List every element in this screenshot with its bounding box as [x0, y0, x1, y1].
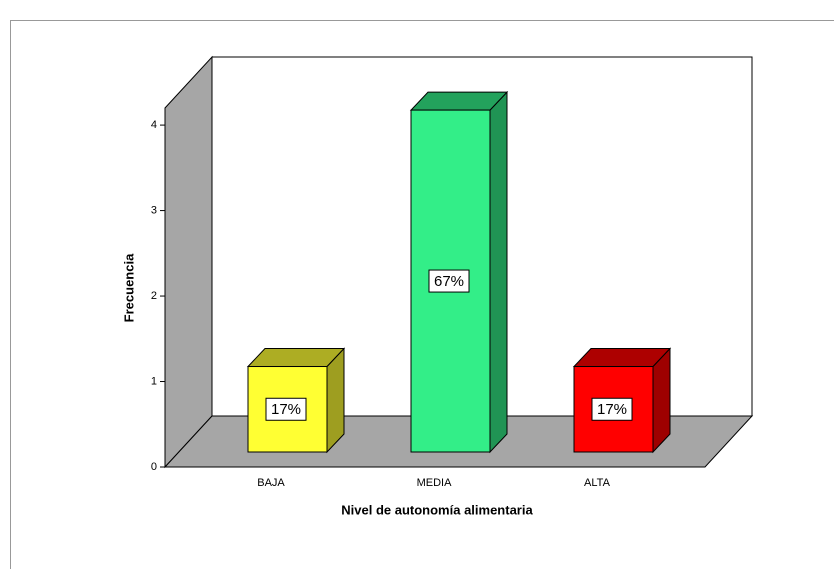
y-tick-label: 3 [151, 204, 157, 216]
x-tick-label: BAJA [257, 477, 285, 489]
y-axis-title: Frecuencia [121, 253, 136, 322]
x-axis-title: Nivel de autonomía alimentaria [341, 502, 533, 517]
y-tick-label: 1 [151, 375, 157, 387]
y-tick-label: 2 [151, 290, 157, 302]
y-tick-label: 0 [151, 461, 157, 473]
left-wall [165, 57, 212, 467]
data-label: 17% [597, 401, 627, 418]
x-tick-label: ALTA [584, 477, 611, 489]
y-tick-label: 4 [151, 119, 157, 131]
data-label: 17% [271, 401, 301, 418]
bar-side [490, 92, 507, 452]
bar-top [411, 92, 507, 110]
bar-top [574, 349, 670, 367]
data-label: 67% [434, 273, 464, 290]
bar-top [248, 349, 344, 367]
x-tick-label: MEDIA [417, 477, 453, 489]
